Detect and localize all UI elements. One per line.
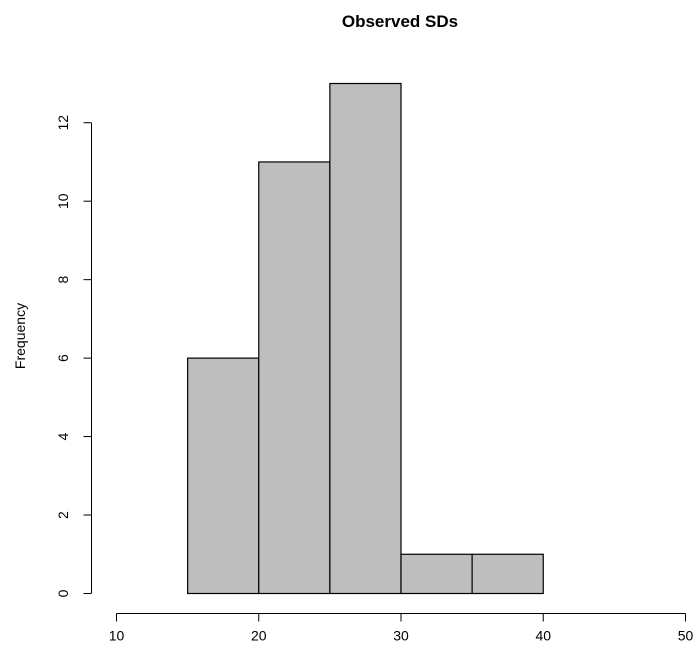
y-tick-label: 0 [55, 589, 71, 597]
x-tick-label: 40 [535, 628, 551, 644]
x-tick-label: 20 [251, 628, 267, 644]
histogram-bar-5 [471, 553, 544, 595]
x-tick-label: 30 [393, 628, 409, 644]
y-tick-label: 2 [55, 511, 71, 519]
y-tick-label: 12 [55, 115, 71, 131]
y-tick-label: 6 [55, 354, 71, 362]
x-tick-label: 50 [678, 628, 694, 644]
x-axis: 10 20 30 40 50 [109, 613, 694, 644]
histogram-bar-4 [400, 553, 473, 595]
y-tick-label: 10 [55, 193, 71, 209]
y-axis: 0 2 4 6 8 10 12 [55, 115, 92, 597]
y-axis-label: Frequency [12, 303, 28, 369]
histogram-bar-3 [329, 82, 402, 595]
chart-title: Observed SDs [342, 12, 458, 31]
y-tick-label: 8 [55, 276, 71, 284]
histogram-bar-1 [187, 357, 260, 595]
bars-layer [187, 82, 544, 595]
histogram-bar-2 [258, 161, 331, 595]
y-tick-label: 4 [55, 432, 71, 440]
x-tick-label: 10 [109, 628, 125, 644]
